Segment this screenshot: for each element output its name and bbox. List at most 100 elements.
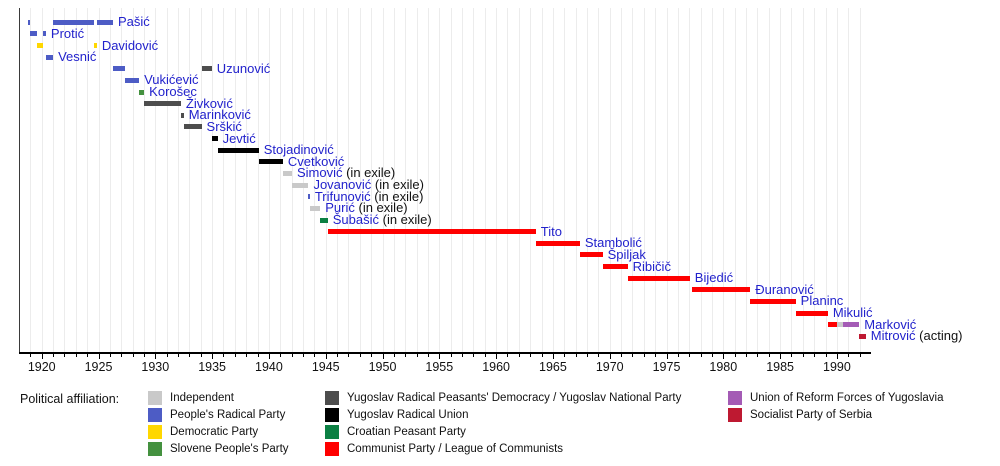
timeline-bar bbox=[180, 112, 184, 118]
timeline-bar bbox=[139, 89, 145, 95]
pm-name-link[interactable]: Pašić bbox=[117, 14, 150, 30]
legend-swatch-slovene bbox=[148, 442, 162, 456]
pm-name-link[interactable]: Simović bbox=[296, 165, 343, 181]
timeline-bar bbox=[112, 66, 125, 72]
timeline-bar bbox=[291, 182, 309, 188]
legend-swatch-independent bbox=[148, 391, 162, 405]
pm-name-link[interactable]: Šubašić bbox=[332, 212, 379, 227]
axis-tick bbox=[257, 354, 259, 357]
pm-name-link[interactable]: Đuranović bbox=[755, 281, 814, 297]
pm-row-label: Simović (in exile) bbox=[297, 165, 395, 181]
pm-name-link[interactable]: Stojadinović bbox=[263, 142, 334, 158]
pm-name-link[interactable]: Cvetković bbox=[287, 153, 345, 169]
axis-tick bbox=[393, 354, 395, 357]
gridline bbox=[836, 8, 838, 352]
pm-name-link[interactable]: Purić bbox=[325, 200, 355, 216]
pm-name-link[interactable]: Špiljak bbox=[607, 246, 646, 262]
axis-tick bbox=[416, 354, 418, 357]
pm-name-suffix: (in exile) bbox=[371, 177, 424, 193]
axis-tick bbox=[359, 354, 361, 357]
gridline bbox=[609, 8, 611, 352]
timeline-bar bbox=[96, 19, 113, 25]
pm-name-link[interactable]: Marković bbox=[864, 316, 917, 332]
axis-tick bbox=[382, 354, 384, 359]
pm-name-suffix: (in exile) bbox=[342, 165, 396, 181]
axis-tick bbox=[859, 354, 861, 357]
gridline bbox=[348, 8, 350, 352]
axis-tick bbox=[405, 354, 407, 357]
gridline bbox=[212, 8, 214, 352]
axis-tick bbox=[552, 354, 554, 359]
timeline-bar bbox=[37, 43, 44, 49]
gridline bbox=[666, 8, 668, 352]
pm-name-link[interactable]: Bijedić bbox=[694, 270, 734, 286]
axis-tick-label: 1985 bbox=[766, 360, 795, 374]
gridline bbox=[541, 8, 543, 352]
axis-tick bbox=[814, 354, 816, 357]
pm-name-link[interactable]: Uzunović bbox=[216, 60, 271, 76]
legend-swatch-democratic bbox=[148, 425, 162, 439]
timeline-bar bbox=[27, 19, 30, 25]
pm-name-link[interactable]: Vukićević bbox=[144, 72, 199, 88]
pm-name-link[interactable]: Stambolić bbox=[584, 235, 642, 251]
pm-name-link[interactable]: Trifunović bbox=[314, 188, 371, 204]
gridline bbox=[711, 8, 713, 352]
pm-name-link[interactable]: Jevtić bbox=[222, 130, 256, 146]
pm-name-link[interactable]: Korošec bbox=[149, 84, 197, 100]
axis-tick bbox=[109, 354, 111, 357]
axis-tick bbox=[530, 354, 532, 357]
legend-swatch-radical bbox=[148, 408, 162, 422]
timeline-bar bbox=[836, 322, 843, 328]
pm-name-link[interactable]: Davidović bbox=[101, 37, 159, 53]
pm-name-link[interactable]: Planinc bbox=[800, 293, 844, 309]
pm-row-label: Bijedić bbox=[695, 270, 733, 286]
pm-name-link[interactable]: Mikulić bbox=[832, 305, 873, 321]
pm-name-link[interactable]: Marinković bbox=[188, 107, 251, 123]
axis-tick bbox=[587, 354, 588, 357]
gridline bbox=[166, 8, 168, 352]
gridline bbox=[41, 8, 43, 352]
timeline-bar bbox=[53, 19, 94, 25]
axis-tick bbox=[836, 354, 838, 359]
pm-name-link[interactable]: Protić bbox=[50, 25, 85, 41]
legend-label-sps: Socialist Party of Serbia bbox=[750, 409, 873, 421]
axis-tick bbox=[666, 354, 668, 359]
pm-name-link[interactable]: Tito bbox=[540, 223, 562, 239]
pm-name-link[interactable]: Živković bbox=[185, 95, 233, 111]
axis-tick bbox=[609, 354, 611, 359]
pm-name-link[interactable]: Ribičič bbox=[632, 258, 671, 274]
timeline-bar bbox=[842, 322, 860, 328]
axis-tick bbox=[825, 354, 827, 357]
gridline bbox=[689, 8, 691, 352]
axis-tick bbox=[746, 354, 748, 357]
gridline bbox=[439, 8, 441, 352]
axis-tick-label: 1965 bbox=[539, 360, 567, 374]
pm-row-label: Korošec bbox=[149, 84, 197, 100]
axis-tick-label: 1925 bbox=[84, 360, 113, 374]
gridline bbox=[280, 8, 282, 352]
pm-row-label: Stambolić bbox=[585, 235, 642, 251]
timeline-bar bbox=[795, 310, 828, 316]
gridline bbox=[325, 8, 327, 352]
gridline bbox=[734, 8, 736, 352]
legend-label-croatian: Croatian Peasant Party bbox=[347, 426, 466, 438]
gridline bbox=[655, 8, 657, 352]
axis-tick bbox=[439, 354, 441, 359]
gridline bbox=[223, 8, 225, 352]
pm-row-label: Jevtić bbox=[223, 131, 256, 147]
gridline bbox=[643, 8, 645, 352]
pm-name-link[interactable]: Vesnić bbox=[58, 49, 97, 65]
pm-row-label: Tito bbox=[541, 224, 562, 240]
axis-tick bbox=[598, 354, 600, 357]
axis-tick bbox=[121, 354, 123, 357]
legend-swatch-sps bbox=[728, 408, 742, 422]
axis-tick bbox=[325, 354, 327, 359]
pm-name-link[interactable]: Srškić bbox=[206, 118, 242, 134]
legend-swatch-reform bbox=[728, 391, 742, 405]
timeline-bar bbox=[45, 54, 54, 60]
pm-name-link[interactable]: Mitrović bbox=[870, 328, 916, 344]
pm-name-link[interactable]: Jovanović bbox=[313, 177, 372, 193]
timeline-bar bbox=[691, 287, 751, 293]
gridline bbox=[53, 8, 55, 352]
legend-swatch-yru bbox=[325, 408, 339, 422]
